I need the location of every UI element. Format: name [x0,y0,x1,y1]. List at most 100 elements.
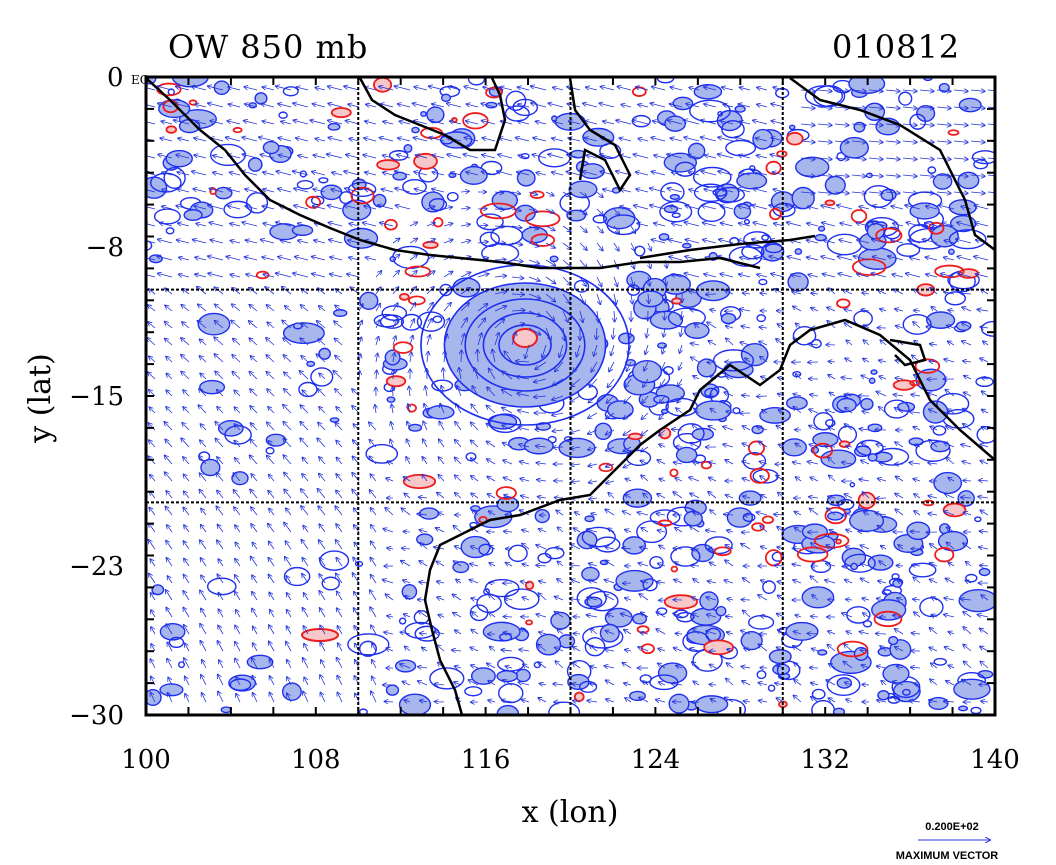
field-contour [909,379,921,387]
field-contour [761,234,770,241]
x-tick-label: 140 [970,745,1020,775]
field-contour [734,105,746,113]
wind-vector [191,86,207,91]
field-contour [649,674,679,691]
field-contour [247,157,263,172]
field-contour [485,86,503,99]
field-contour [376,159,401,171]
field-contour [814,233,827,242]
field-contour [812,442,834,459]
field-contour [584,515,595,523]
field-contour [413,152,438,170]
field-contour [254,92,268,105]
field-contour [786,131,804,146]
field-contour [870,369,878,375]
field-contour [255,270,270,280]
field-contour [416,533,434,546]
field-contour [762,580,776,595]
y-tick-label: −15 [69,382,124,412]
field-contour [484,578,520,598]
field-contour [853,646,869,661]
field-contour [713,546,732,557]
field-contour [462,112,489,130]
field-contour [898,91,913,106]
field-contour [579,163,605,180]
field-contour [558,634,576,649]
chart-title: OW 850 mb [168,28,368,66]
field-contour [836,640,869,658]
field-contour [860,397,874,411]
max-vector-value: 0.200E+02 [925,821,979,833]
field-contour [452,561,470,574]
field-contour [927,166,937,174]
field-contour [832,707,846,715]
field-contour [681,242,692,249]
field-contour [902,313,932,335]
field-contour [649,555,664,569]
field-contour [820,449,857,469]
field-contour [781,438,807,457]
x-tick-label: 108 [291,745,341,775]
field-contour [332,309,348,318]
field-contour [151,584,165,596]
field-contour [385,375,407,388]
field-contour [732,407,741,415]
field-contour [857,491,876,510]
field-contour [953,678,991,700]
field-contour [582,127,615,147]
field-contour [670,546,701,567]
wind-vector [228,87,241,91]
field-contour [674,161,696,177]
wind-vector [483,87,496,91]
field-contour [712,349,755,372]
y-tick-label: −30 [69,701,124,731]
field-contour [402,473,437,490]
wind-vectors [146,86,995,702]
field-contour [563,436,574,442]
field-contour [767,684,776,692]
field-contour [398,292,410,301]
field-contour [887,695,901,704]
field-contour [354,560,364,567]
date-label: 010812 [832,28,960,66]
field-contour [887,635,899,646]
field-contour [827,511,844,521]
field-contour [525,619,534,626]
field-contour [549,255,559,263]
y-tick-eq-suffix: EQ [131,73,150,87]
field-contour [372,193,387,208]
wind-vector [146,87,156,90]
field-contour [692,166,732,188]
x-tick-label: 116 [461,745,511,775]
field-contour [402,178,427,195]
field-contour [573,279,590,293]
field-contour [428,198,448,212]
wind-vector [963,480,972,481]
y-axis-label: y (lat) [23,353,58,443]
wind-vector [157,86,173,91]
field-contour [615,569,654,592]
field-contour [794,248,803,255]
field-contour [669,193,680,200]
field-contour [787,272,809,292]
field-contour [836,151,847,162]
wind-vector [980,565,989,566]
field-contour [197,312,231,336]
field-contour [704,536,733,555]
field-contour [892,680,921,703]
field-contour [668,693,690,714]
wind-vector [244,87,258,91]
field-contour [153,208,181,225]
field-contour [715,605,727,617]
field-contour [321,576,340,591]
field-contour [530,233,556,247]
y-tick-label: −8 [86,233,124,263]
field-contour [459,166,488,185]
field-contour [867,423,883,433]
field-contour [933,657,947,666]
field-contour [232,126,243,134]
field-contour [785,621,819,641]
field-contour [761,515,775,524]
field-contour [524,580,535,591]
field-contour [796,546,829,563]
